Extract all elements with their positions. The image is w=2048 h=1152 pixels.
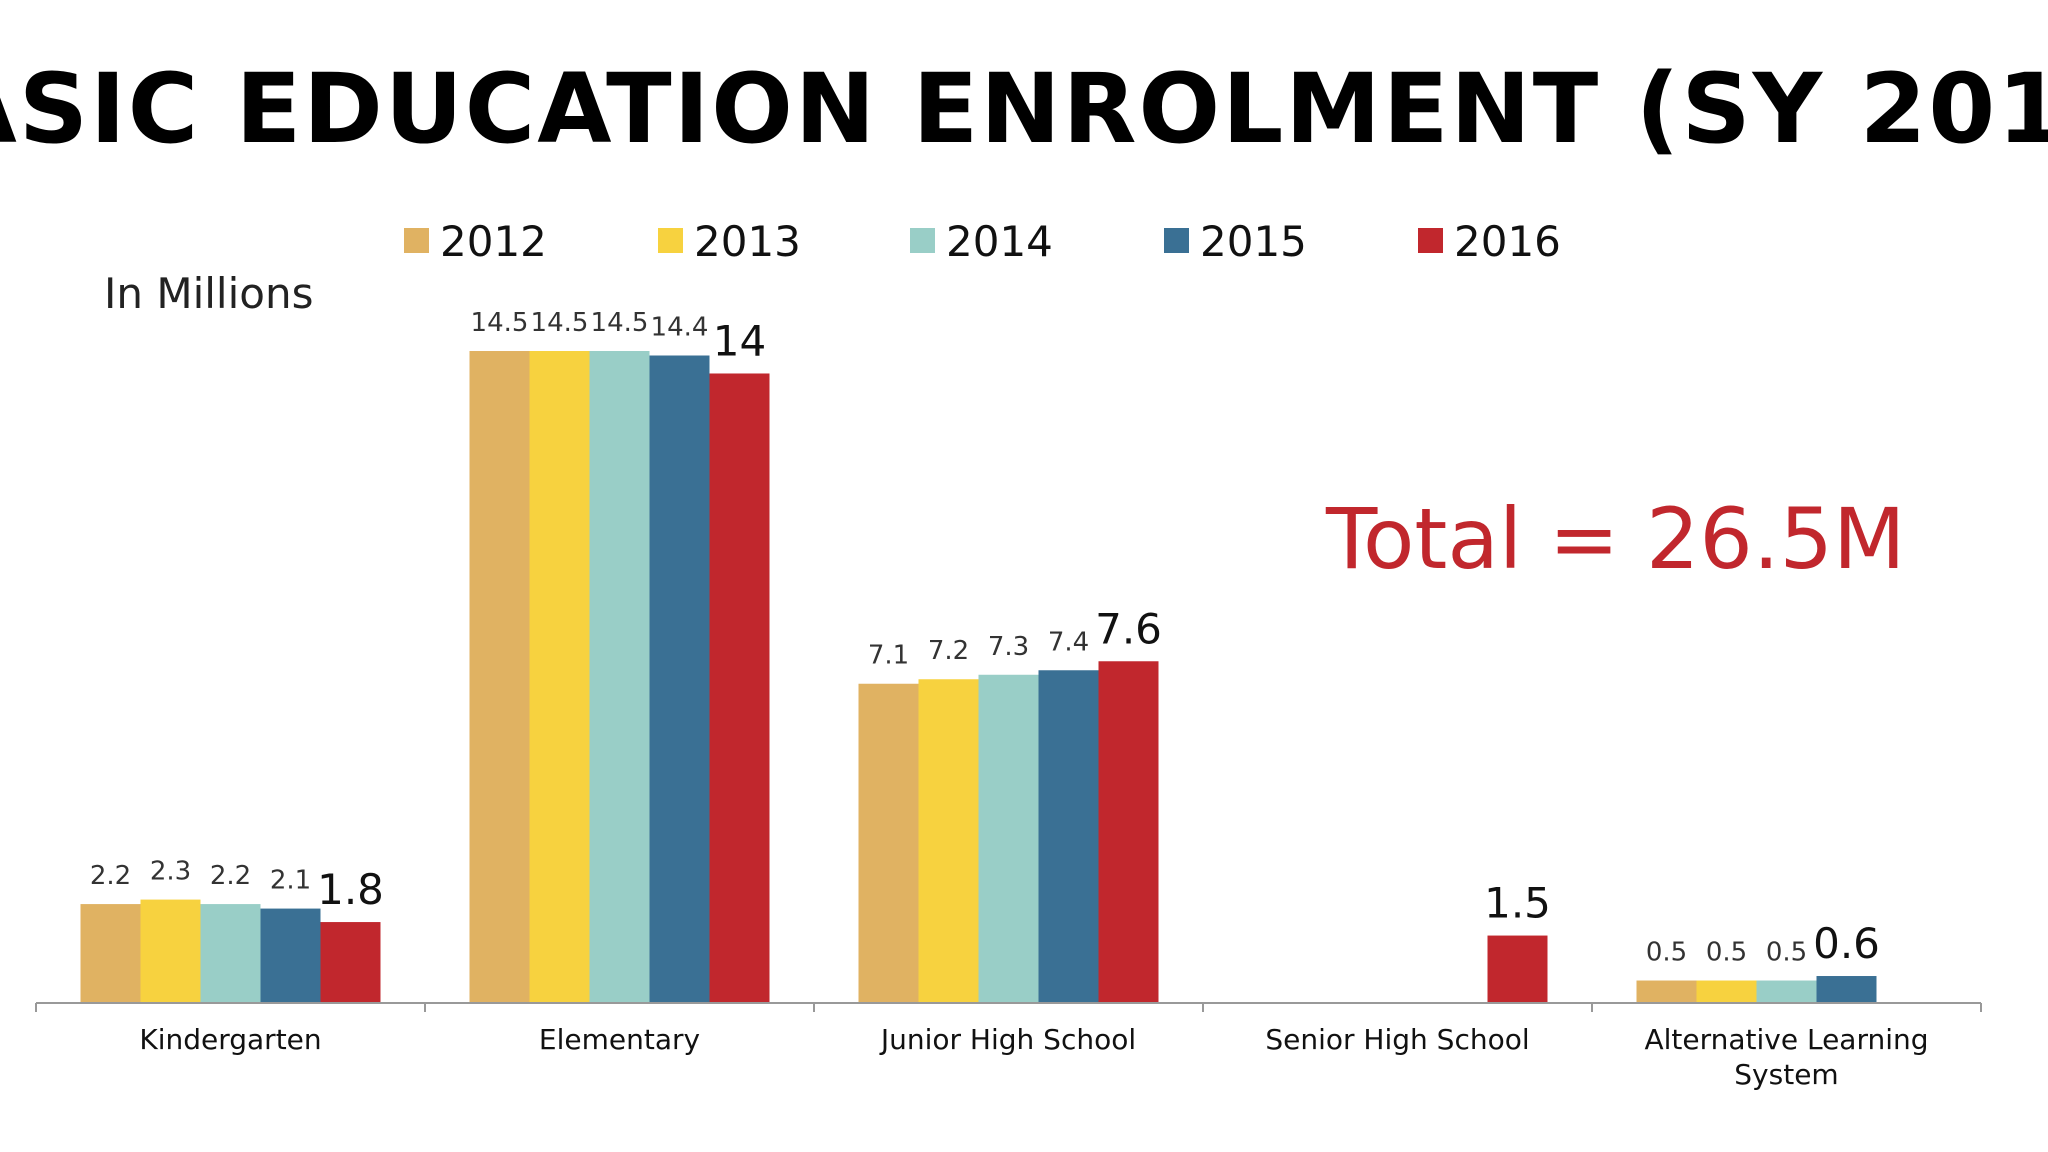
bar-2013-2	[918, 679, 979, 1003]
bar-2014-0	[200, 904, 261, 1003]
legend-swatch-2013	[658, 228, 683, 253]
category-label-0: Kindergarten	[139, 1023, 321, 1056]
value-label-2012-1: 14.5	[471, 308, 529, 338]
bar-2012-1	[469, 351, 530, 1003]
chart-title: BASIC EDUCATION ENROLMENT (SY 2016)	[0, 53, 2048, 165]
legend-label-2013: 2013	[694, 217, 801, 266]
category-label-3: Senior High School	[1265, 1023, 1529, 1056]
value-labels: 2.2 2.3 2.2 2.1 1.814.5 14.5 14.5 14.4 147.1 7.2 7…	[90, 308, 1880, 968]
legend-label-2015: 2015	[1200, 217, 1307, 266]
bar-2014-4	[1756, 980, 1817, 1003]
unit-label: In Millions	[104, 269, 313, 318]
bar-2016-0	[320, 922, 381, 1003]
value-label-2012-2: 7.1	[868, 641, 909, 671]
bar-2016-2	[1098, 661, 1159, 1003]
value-label-2014-0: 2.2	[210, 861, 251, 891]
value-label-2014-2: 7.3	[988, 632, 1029, 662]
value-label-2014-4: 0.5	[1766, 938, 1807, 968]
category-label-1: Elementary	[539, 1023, 700, 1056]
value-label-2016-3: 1.5	[1484, 879, 1551, 928]
bar-2013-0	[140, 899, 201, 1003]
total-annotation: Total = 26.5M	[1325, 490, 1905, 588]
bar-2016-3	[1487, 935, 1548, 1003]
value-label-2013-0: 2.3	[150, 857, 191, 887]
bar-2014-2	[978, 674, 1039, 1003]
value-label-2016-0: 1.8	[317, 865, 384, 914]
legend-swatch-2016	[1418, 228, 1443, 253]
legend: 2012 2013 2014 2015 2016	[404, 217, 1561, 266]
bars	[80, 351, 1877, 1003]
value-label-2016-1: 14	[713, 316, 766, 365]
value-label-2013-4: 0.5	[1706, 938, 1747, 968]
legend-swatch-2014	[910, 228, 935, 253]
bar-2014-1	[589, 351, 650, 1003]
bar-2013-4	[1696, 980, 1757, 1003]
value-label-2013-2: 7.2	[928, 636, 969, 666]
bar-2015-4	[1816, 976, 1877, 1003]
legend-label-2014: 2014	[946, 217, 1053, 266]
value-label-2015-4: 0.6	[1813, 919, 1880, 968]
value-label-2015-2: 7.4	[1048, 627, 1089, 657]
bar-2012-0	[80, 904, 141, 1003]
value-label-2012-4: 0.5	[1646, 938, 1687, 968]
bar-2016-1	[709, 373, 770, 1003]
legend-swatch-2012	[404, 228, 429, 253]
category-labels: Kindergarten Elementary Junior High School…	[139, 1023, 1928, 1091]
value-label-2012-0: 2.2	[90, 861, 131, 891]
value-label-2016-2: 7.6	[1095, 604, 1162, 653]
bar-2015-0	[260, 908, 321, 1003]
value-label-2014-1: 14.5	[591, 308, 649, 338]
bar-2015-2	[1038, 670, 1099, 1003]
legend-label-2016: 2016	[1454, 217, 1561, 266]
legend-swatch-2015	[1164, 228, 1189, 253]
value-label-2013-1: 14.5	[531, 308, 589, 338]
category-label-4: Alternative Learning System	[1644, 1023, 1928, 1091]
value-label-2015-1: 14.4	[651, 312, 709, 342]
category-label-2: Junior High School	[879, 1023, 1136, 1056]
value-label-2015-0: 2.1	[270, 866, 311, 896]
bar-2013-1	[529, 351, 590, 1003]
legend-label-2012: 2012	[440, 217, 547, 266]
bar-2015-1	[649, 355, 710, 1003]
x-axis	[35, 1002, 1982, 1012]
bar-2012-2	[858, 683, 919, 1003]
bar-2012-4	[1636, 980, 1697, 1003]
